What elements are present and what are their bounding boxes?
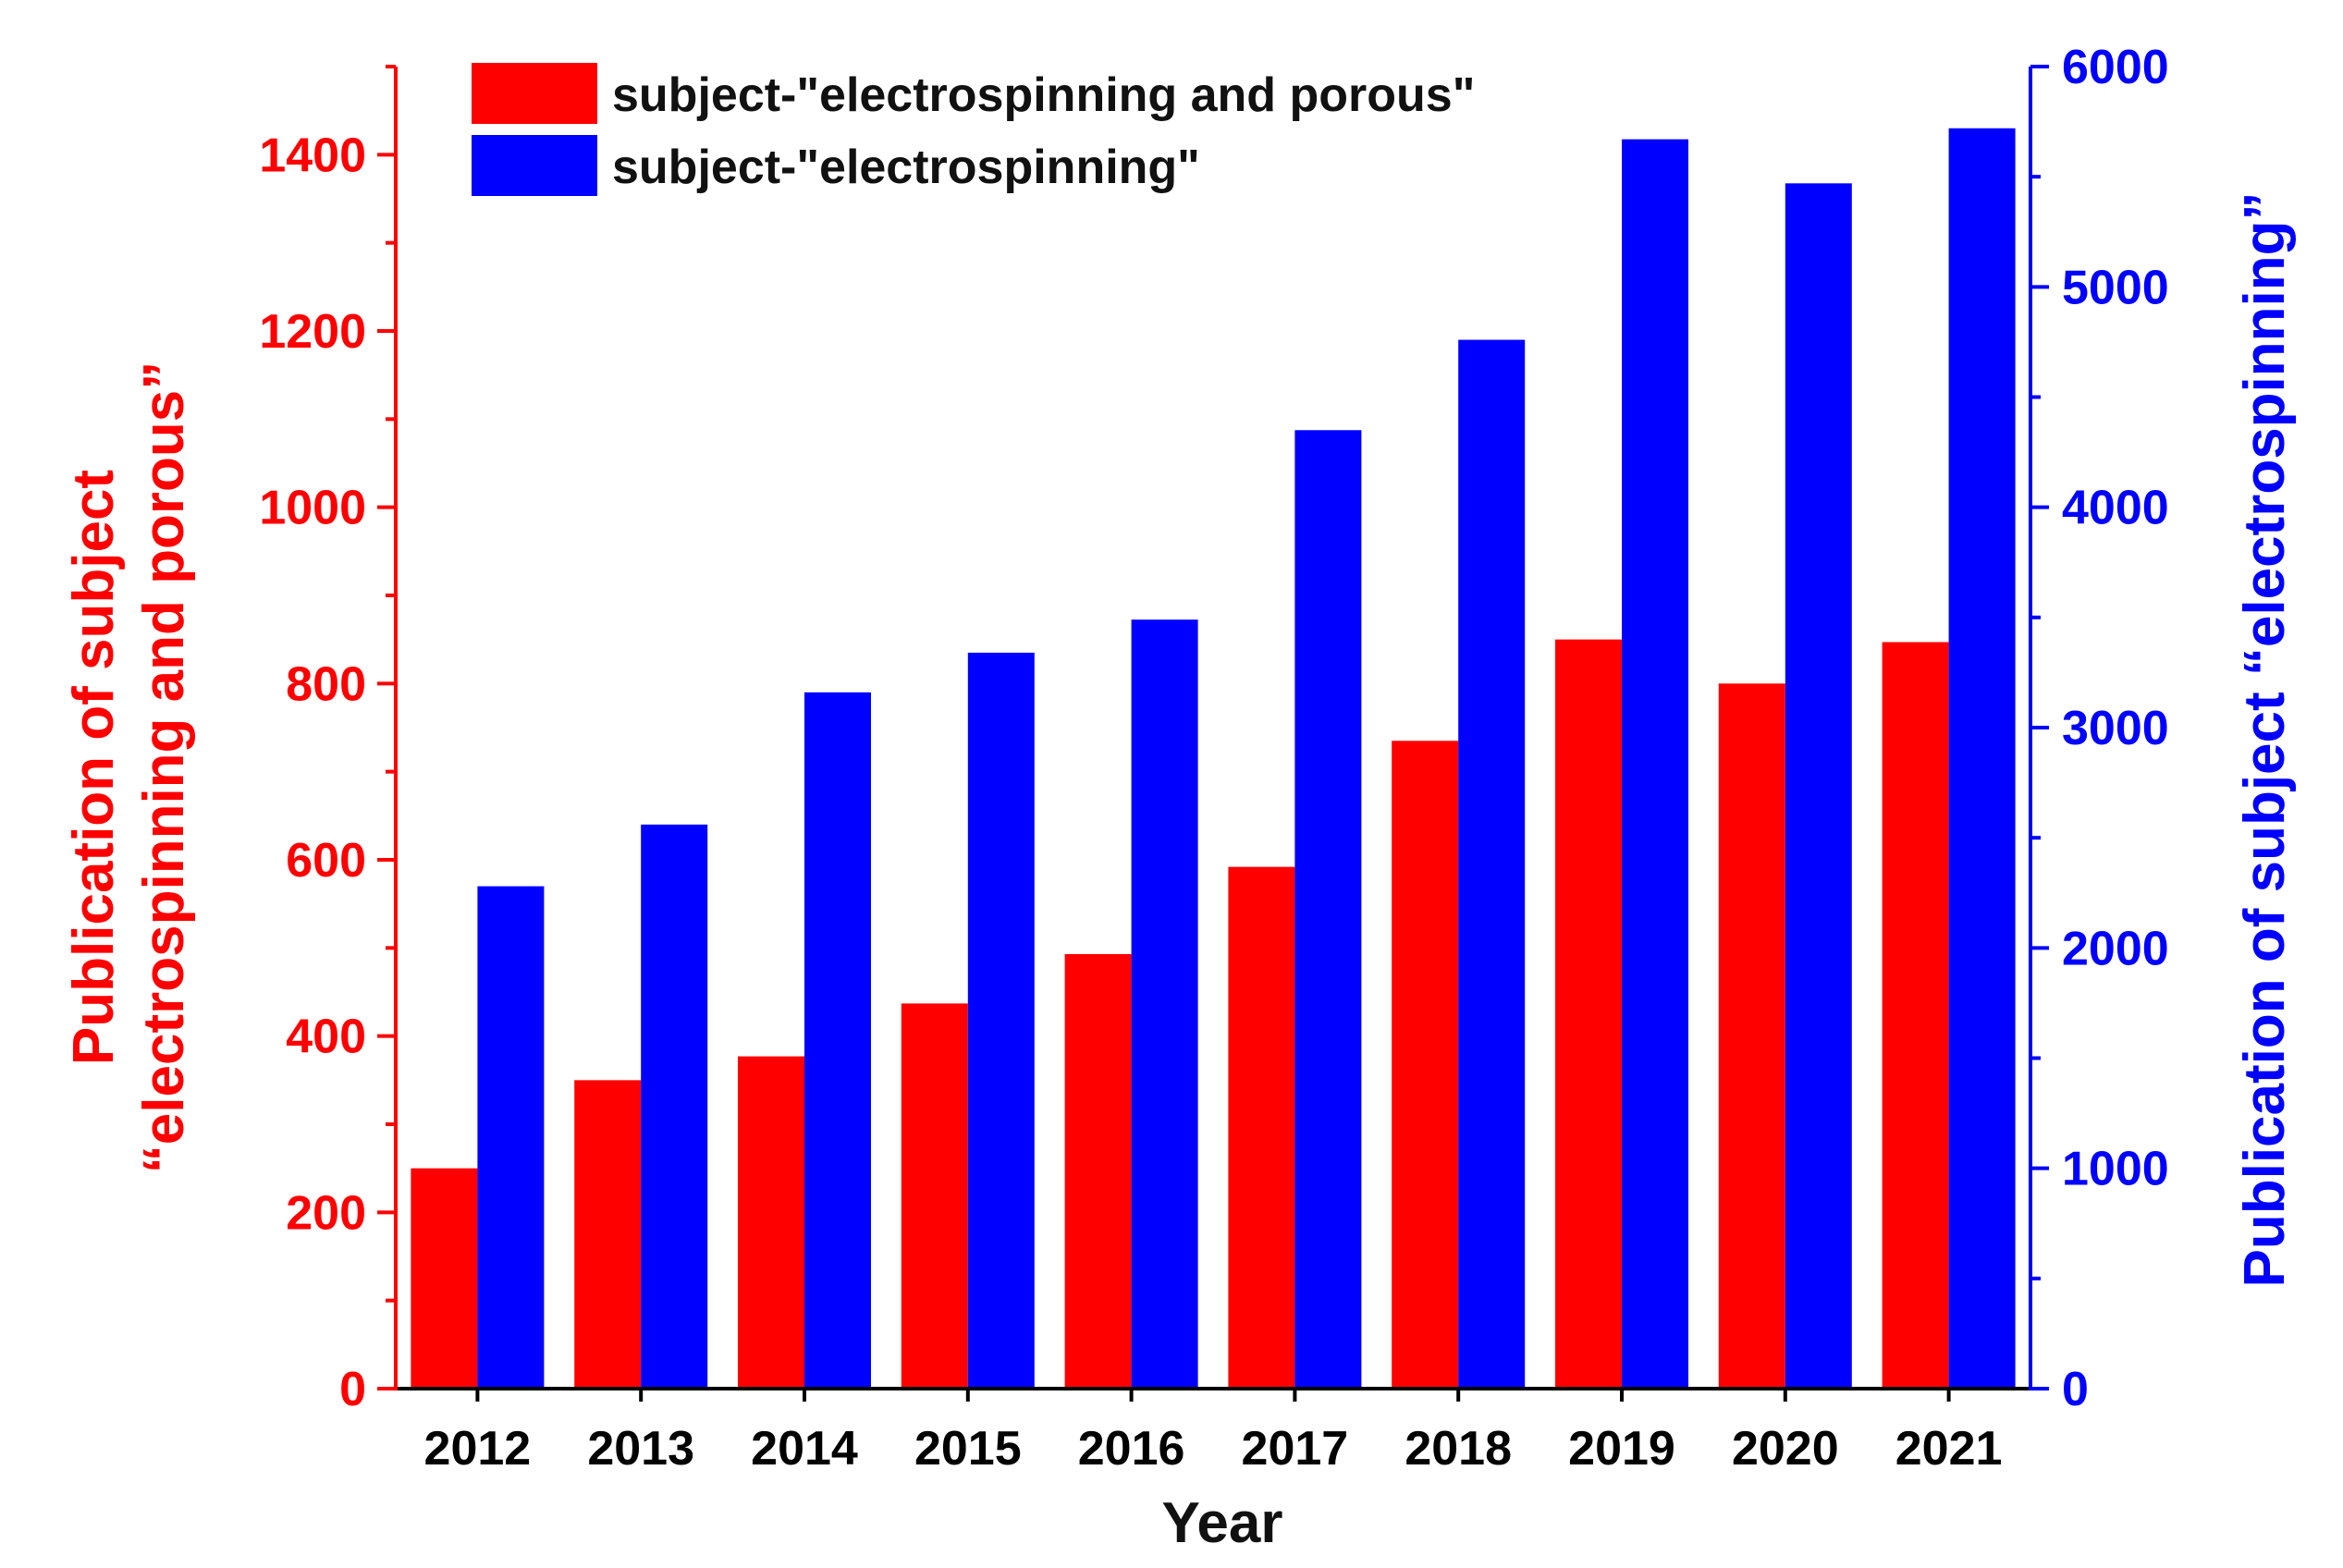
bar-electrospinning-2018 — [1458, 339, 1526, 1389]
left-axis-title-line-1: Publication of subject — [62, 470, 126, 1065]
bar-porous-2016 — [1064, 954, 1132, 1389]
bar-electrospinning-2014 — [804, 692, 871, 1389]
bar-porous-2020 — [1718, 683, 1785, 1389]
bar-porous-2019 — [1555, 639, 1622, 1389]
right-tick-label-0: 0 — [2062, 1363, 2089, 1416]
legend-swatch-porous — [472, 63, 597, 124]
x-tick-label-2015: 2015 — [914, 1422, 1022, 1476]
bar-porous-2017 — [1228, 866, 1295, 1389]
left-tick-label-1400: 1400 — [259, 129, 366, 182]
bar-electrospinning-2021 — [1948, 128, 2016, 1389]
bar-electrospinning-2019 — [1622, 139, 1688, 1389]
axes-layer: 2012 2013 2014 2015 2016 2017 2018 2019 2020 2021… — [259, 41, 2168, 1476]
legend: subject-"electrospinning and porous" sub… — [472, 63, 1475, 196]
left-tick-label-600: 600 — [286, 834, 366, 888]
bar-porous-2021 — [1882, 642, 1949, 1389]
right-tick-label-2000: 2000 — [2062, 922, 2169, 975]
left-tick-label-1200: 1200 — [259, 305, 366, 359]
left-tick-label-800: 800 — [286, 657, 366, 711]
x-tick-label-2020: 2020 — [1732, 1422, 1839, 1476]
bar-electrospinning-2020 — [1785, 183, 1852, 1390]
x-tick-label-2012: 2012 — [424, 1422, 532, 1476]
right-tick-label-6000: 6000 — [2062, 41, 2169, 94]
bar-porous-2018 — [1392, 741, 1459, 1389]
x-tick-label-2018: 2018 — [1405, 1422, 1512, 1476]
x-tick-label-2017: 2017 — [1242, 1422, 1349, 1476]
x-tick-label-2021: 2021 — [1895, 1422, 2003, 1476]
bar-electrospinning-2016 — [1131, 619, 1198, 1389]
left-tick-label-0: 0 — [339, 1363, 366, 1416]
left-tick-label-400: 400 — [286, 1011, 366, 1064]
x-tick-label-2019: 2019 — [1568, 1422, 1675, 1476]
x-tick-label-2016: 2016 — [1078, 1422, 1185, 1476]
bar-electrospinning-2013 — [641, 824, 708, 1389]
right-tick-label-3000: 3000 — [2062, 702, 2169, 755]
bar-electrospinning-2017 — [1294, 430, 1362, 1389]
bar-electrospinning-2015 — [967, 652, 1035, 1389]
right-tick-label-1000: 1000 — [2062, 1143, 2169, 1196]
x-axis-title: Year — [1161, 1491, 1282, 1555]
bar-porous-2015 — [901, 1003, 968, 1389]
bar-porous-2014 — [738, 1056, 804, 1389]
left-axis-title-line-2: “electrospinning and porous” — [132, 361, 196, 1173]
left-axis-title: Publication of subject “electrospinning … — [62, 361, 196, 1173]
right-tick-label-4000: 4000 — [2062, 482, 2169, 535]
left-tick-label-1000: 1000 — [259, 482, 366, 535]
right-axis-title: Publication of subject “electrospinning” — [2233, 192, 2297, 1288]
left-tick-label-200: 200 — [286, 1186, 366, 1240]
bar-porous-2012 — [411, 1168, 478, 1389]
right-tick-label-5000: 5000 — [2062, 261, 2169, 314]
bar-porous-2013 — [574, 1080, 642, 1389]
legend-label-porous: subject-"electrospinning and porous" — [612, 68, 1475, 122]
bar-electrospinning-2012 — [477, 886, 545, 1389]
bars-layer — [411, 128, 2016, 1390]
legend-label-electrospinning: subject-"electrospinning" — [612, 141, 1200, 194]
legend-swatch-electrospinning — [472, 135, 597, 196]
x-tick-label-2014: 2014 — [751, 1422, 858, 1476]
x-tick-label-2013: 2013 — [587, 1422, 694, 1476]
